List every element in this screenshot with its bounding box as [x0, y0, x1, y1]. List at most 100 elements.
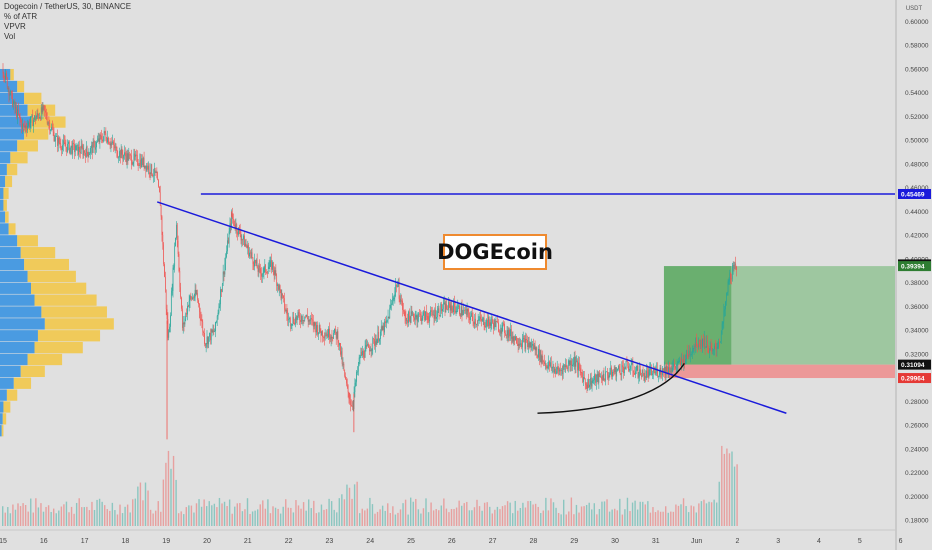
volume-bar	[410, 497, 412, 526]
candle-body	[4, 77, 6, 80]
candle-body	[32, 115, 34, 126]
vp-row-down	[0, 294, 35, 306]
candle-body	[499, 330, 501, 333]
volume-bar	[455, 507, 458, 526]
long-position-tool[interactable]	[663, 266, 895, 379]
candle-body	[710, 345, 712, 348]
symbol-title[interactable]: Dogecoin / TetherUS, 30, BINANCE	[4, 2, 132, 11]
volume-bar	[608, 511, 611, 526]
candle-body	[17, 109, 19, 115]
candle-body	[601, 376, 602, 380]
candle-body	[128, 154, 130, 161]
candle-body	[669, 367, 670, 373]
candle-body	[271, 260, 272, 270]
volume-bar	[328, 498, 330, 526]
indicator-vol[interactable]: Vol	[4, 32, 16, 41]
volume-bar	[218, 497, 221, 526]
volume-bar	[320, 504, 323, 526]
candle-body	[154, 168, 156, 173]
candle-body	[101, 135, 102, 140]
candle-body	[437, 311, 438, 317]
volume-bars	[2, 445, 738, 526]
candle-body	[43, 105, 45, 107]
candle-body	[583, 377, 584, 382]
candle-body	[542, 355, 544, 362]
volume-bar	[529, 500, 532, 526]
candle-body	[164, 264, 165, 277]
candle-body	[448, 301, 450, 304]
candle-body	[608, 375, 610, 379]
candle-body	[671, 367, 673, 372]
volume-bar	[642, 501, 644, 526]
candle-body	[350, 401, 351, 406]
candle-body	[125, 156, 127, 163]
candle-body	[102, 139, 103, 142]
candle-body	[408, 311, 410, 318]
volume-bar	[427, 512, 430, 526]
candle-body	[516, 336, 517, 344]
candle-body	[607, 371, 608, 376]
volume-bar	[435, 509, 437, 526]
candle-body	[272, 262, 273, 270]
candle-body	[648, 369, 650, 378]
volume-bar	[53, 508, 55, 526]
candle-body	[711, 347, 713, 351]
volume-bar	[665, 506, 667, 526]
candle-body	[576, 360, 578, 362]
volume-bar	[351, 498, 353, 526]
indicator-vpvr[interactable]: VPVR	[4, 22, 26, 31]
volume-bar	[27, 511, 29, 526]
candle-body	[534, 345, 536, 351]
volume-bar	[4, 512, 6, 526]
volume-bar	[384, 510, 386, 526]
volume-bar	[142, 500, 144, 526]
candle-body	[27, 125, 28, 131]
candle-body	[198, 300, 199, 305]
candle-body	[607, 375, 609, 379]
price-axis[interactable]: USDT 0.60000 0.58000 0.56000 0.54000 0.52000 0…	[895, 0, 929, 550]
price-label-text: 0.39394	[901, 264, 925, 271]
candle-body	[242, 239, 244, 241]
volume-bar	[629, 511, 631, 526]
volume-bar	[514, 500, 516, 526]
candle-body	[436, 316, 437, 319]
candle-body	[96, 142, 97, 148]
volume-bar	[40, 503, 42, 526]
candle-body	[330, 336, 332, 340]
candle-body	[429, 315, 431, 322]
candle-body	[689, 350, 691, 356]
candle-body	[617, 368, 618, 371]
candle-body	[216, 321, 217, 323]
candle-body	[175, 237, 176, 247]
dogecoin-text-annotation[interactable]: DOGEcoin	[437, 234, 553, 270]
candle-body	[685, 359, 686, 364]
indicator-atr[interactable]: % of ATR	[4, 12, 38, 21]
volume-bar	[190, 505, 193, 526]
candle-body	[158, 180, 159, 187]
candle-body	[114, 146, 116, 149]
candle-body	[288, 319, 289, 321]
candle-body	[591, 380, 593, 387]
candle-body	[142, 157, 144, 166]
volume-bar	[733, 466, 736, 526]
drawings[interactable]	[156, 193, 895, 414]
time-axis[interactable]: 15 16 17 18 19 20 21 22 23 24 25 26 27 28 29 30 31 Jun 2 3 4…	[0, 529, 903, 545]
candle-body	[296, 316, 298, 321]
candle-body	[84, 150, 85, 153]
candle-body	[495, 321, 497, 328]
x-tick-label: 5	[858, 538, 862, 545]
y-tick-label: 0.20000	[905, 494, 929, 501]
candle-body	[254, 259, 255, 267]
candle-body	[604, 379, 606, 381]
x-tick-label: 4	[817, 538, 821, 545]
candle-body	[38, 115, 40, 119]
candle-body	[670, 371, 672, 373]
candle-body	[338, 342, 340, 346]
candle-body	[57, 137, 59, 146]
candle-body	[210, 329, 212, 341]
volume-bar	[496, 506, 499, 526]
candle-body	[165, 276, 166, 290]
candle-body	[379, 338, 380, 342]
candle-body	[249, 252, 250, 257]
